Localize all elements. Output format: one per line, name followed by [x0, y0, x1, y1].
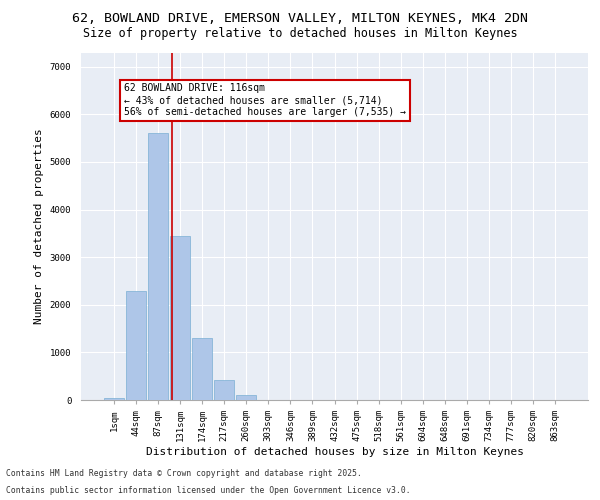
Text: 62 BOWLAND DRIVE: 116sqm
← 43% of detached houses are smaller (5,714)
56% of sem: 62 BOWLAND DRIVE: 116sqm ← 43% of detach… [124, 84, 406, 116]
Text: Contains HM Land Registry data © Crown copyright and database right 2025.: Contains HM Land Registry data © Crown c… [6, 468, 362, 477]
Text: Size of property relative to detached houses in Milton Keynes: Size of property relative to detached ho… [83, 28, 517, 40]
Bar [214, 380, 234, 400]
X-axis label: Distribution of detached houses by size in Milton Keynes: Distribution of detached houses by size … [146, 447, 523, 457]
Bar [126, 290, 146, 400]
Text: Contains public sector information licensed under the Open Government Licence v3: Contains public sector information licen… [6, 486, 410, 495]
Bar [104, 398, 124, 400]
Text: 62, BOWLAND DRIVE, EMERSON VALLEY, MILTON KEYNES, MK4 2DN: 62, BOWLAND DRIVE, EMERSON VALLEY, MILTO… [72, 12, 528, 26]
Bar [148, 134, 168, 400]
Bar [236, 395, 256, 400]
Bar [192, 338, 212, 400]
Bar [170, 236, 190, 400]
Y-axis label: Number of detached properties: Number of detached properties [34, 128, 44, 324]
